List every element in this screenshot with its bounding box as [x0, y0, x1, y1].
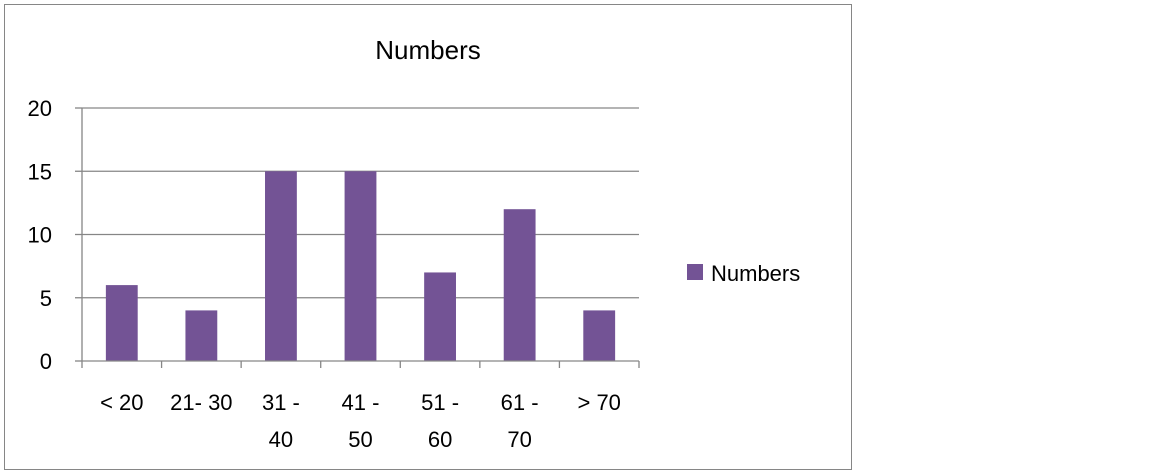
legend-label-numbers: Numbers: [711, 261, 800, 286]
y-tick-labels: 0 5 10 15 20: [28, 96, 52, 374]
bar: [583, 310, 616, 361]
bar: [185, 310, 218, 361]
x-tick-label-line: 40: [269, 427, 293, 452]
chart-title: Numbers: [375, 35, 480, 65]
y-tick-label: 5: [40, 286, 52, 311]
x-tick-label-line: > 70: [577, 390, 620, 415]
x-tick-label-line: 70: [507, 427, 531, 452]
bar: [424, 272, 456, 361]
x-tick-labels: < 20 21- 30 31 - 40 41 - 50 51 - 60 61 - 70 > 70: [100, 390, 621, 452]
bar: [105, 285, 138, 361]
x-tick-label-line: 51 -: [421, 390, 459, 415]
x-tick-label-line: 31 -: [262, 390, 300, 415]
x-tick-label-line: 50: [348, 427, 372, 452]
y-tick-label: 10: [28, 223, 52, 248]
x-tick-label: 31 - 40: [262, 390, 300, 452]
x-tick-label-line: 61 -: [501, 390, 539, 415]
axes: [81, 108, 640, 368]
x-tick-label: > 70: [577, 390, 620, 415]
chart-frame: [4, 4, 852, 470]
legend-swatch: [687, 264, 703, 280]
x-tick-label: 61 - 70: [501, 390, 539, 452]
x-tick-label: < 20: [100, 390, 143, 415]
x-tick-label: 51 - 60: [421, 390, 459, 452]
legend: Numbers: [687, 261, 800, 286]
x-tick-label-line: < 20: [100, 390, 143, 415]
y-tick-label: 20: [28, 96, 52, 121]
bar: [503, 209, 536, 361]
y-tick-label: 0: [40, 349, 52, 374]
x-tick-label: 21- 30: [170, 390, 232, 415]
x-tick-label-line: 21- 30: [170, 390, 232, 415]
y-tick-label: 15: [28, 159, 52, 184]
x-tick-label-line: 60: [428, 427, 452, 452]
x-tick-label-line: 41 -: [342, 390, 380, 415]
bar: [265, 171, 297, 361]
x-tick-label: 41 - 50: [342, 390, 380, 452]
bar: [344, 171, 377, 361]
bars: [105, 171, 616, 361]
